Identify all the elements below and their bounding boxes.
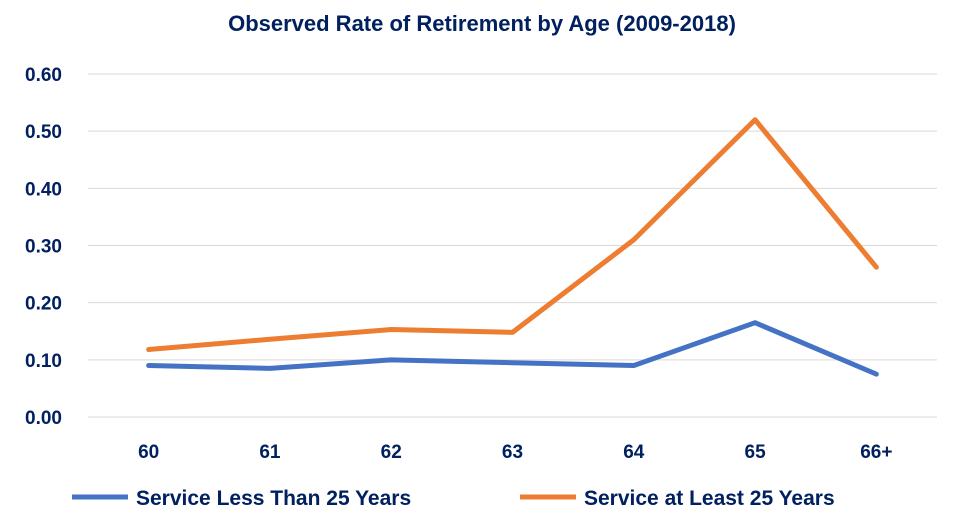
- series-lines: [146, 117, 879, 377]
- y-tick-label: 0.20: [25, 294, 62, 315]
- legend-label-1: Service Less Than 25 Years: [136, 487, 411, 510]
- legend-label-2: Service at Least 25 Years: [584, 487, 835, 510]
- y-tick-label: 0.40: [25, 179, 62, 200]
- x-tick-label: 63: [502, 442, 523, 463]
- series-line-2: [146, 117, 879, 353]
- chart-title: Observed Rate of Retirement by Age (2009…: [228, 11, 736, 36]
- y-tick-label: 0.50: [25, 122, 62, 143]
- y-tick-label: 0.00: [25, 408, 62, 429]
- legend: Service Less Than 25 Years Service at Lea…: [72, 487, 835, 510]
- series-line-1: [146, 320, 879, 377]
- y-tick-label: 0.10: [25, 351, 62, 372]
- x-tick-label: 62: [381, 442, 402, 463]
- y-axis-ticks: 0.00 0.10 0.20 0.30 0.40 0.50 0.60: [25, 65, 62, 429]
- x-tick-label: 60: [138, 442, 159, 463]
- x-tick-label: 64: [623, 442, 645, 463]
- x-axis-ticks: 60 61 62 63 64 65 66+: [138, 442, 892, 463]
- gridlines: [88, 73, 937, 418]
- x-tick-label: 61: [259, 442, 281, 463]
- y-tick-label: 0.60: [25, 65, 62, 86]
- x-tick-label: 66+: [860, 442, 892, 463]
- y-tick-label: 0.30: [25, 237, 62, 258]
- x-tick-label: 65: [745, 442, 767, 463]
